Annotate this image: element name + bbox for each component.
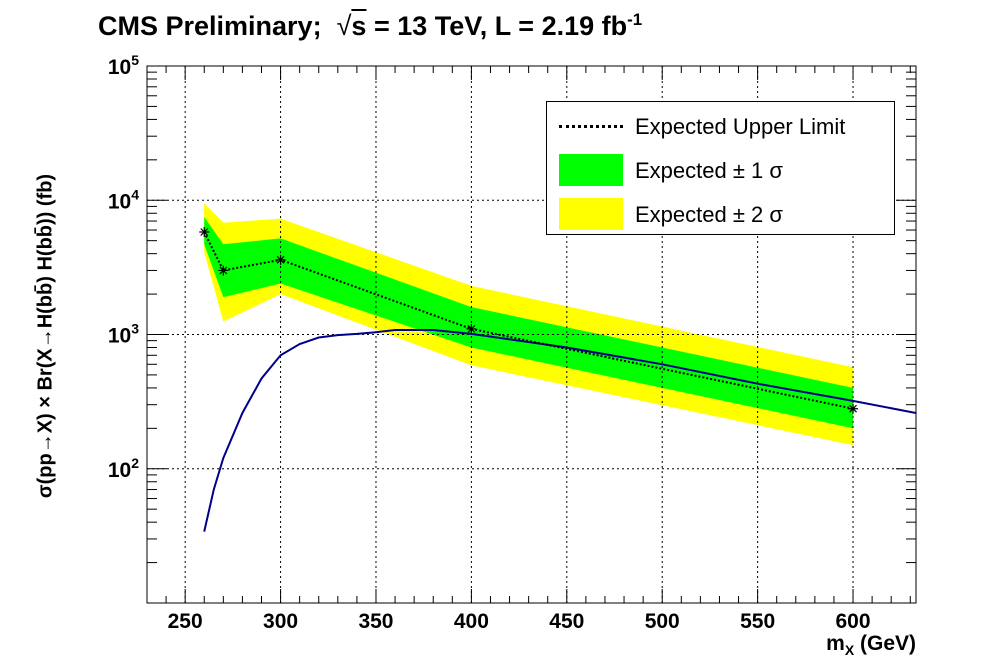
legend-item-expected: Expected Upper Limit: [547, 106, 894, 146]
legend-label-1sigma: Expected ± 1 σ: [635, 158, 783, 183]
y-axis-label: σ(pp→X) × Br(X→H(bb̄) H(bb̄)) (fb): [34, 173, 57, 499]
title-experiment: CMS Preliminary;: [98, 11, 322, 41]
x-tick-label: 350: [358, 610, 393, 633]
y-tick-label: 105: [108, 52, 139, 79]
x-axis-label-main: m: [826, 632, 845, 655]
legend-label-2sigma: Expected ± 2 σ: [635, 202, 783, 227]
x-axis-label: mX (GeV): [826, 632, 916, 658]
x-tick-label: 550: [740, 610, 775, 633]
band-1sigma: [204, 217, 853, 429]
legend-item-2sigma: Expected ± 2 σ: [547, 194, 894, 234]
expected-point: [466, 323, 477, 334]
theory-curve: [203, 329, 916, 532]
legend: Expected Upper Limit Expected ± 1 σ Expe…: [546, 101, 895, 235]
x-tick-label: 250: [168, 610, 203, 633]
x-axis-label-sub: X: [844, 642, 855, 659]
x-tick-label: 400: [454, 610, 489, 633]
legend-item-1sigma: Expected ± 1 σ: [547, 150, 894, 190]
y-tick-label: 102: [108, 455, 139, 482]
x-tick-label: 500: [645, 610, 680, 633]
x-tick-label: 600: [836, 610, 871, 633]
expected-point: [199, 227, 210, 238]
expected-point: [218, 265, 229, 276]
title-energy-prefix: s: [351, 11, 367, 41]
legend-dotted-line-symbol: [559, 125, 623, 128]
y-tick-label: 104: [108, 186, 139, 213]
title-energy: = 13 TeV, L = 2.19 fb: [366, 11, 628, 41]
expected-point: [275, 254, 286, 265]
x-axis-label-unit: (GeV): [854, 632, 916, 655]
x-tick-label: 300: [263, 610, 298, 633]
title-lumi-exponent: -1: [627, 10, 643, 29]
legend-green-box: [559, 154, 623, 186]
legend-yellow-box: [559, 198, 623, 230]
x-tick-label: 450: [549, 610, 584, 633]
y-tick-label: 103: [108, 321, 139, 348]
sqrt-symbol: √: [336, 11, 352, 41]
legend-label-expected: Expected Upper Limit: [635, 114, 846, 139]
chart-title: CMS Preliminary; √s = 13 TeV, L = 2.19 f…: [98, 10, 642, 42]
expected-point: [848, 403, 859, 414]
